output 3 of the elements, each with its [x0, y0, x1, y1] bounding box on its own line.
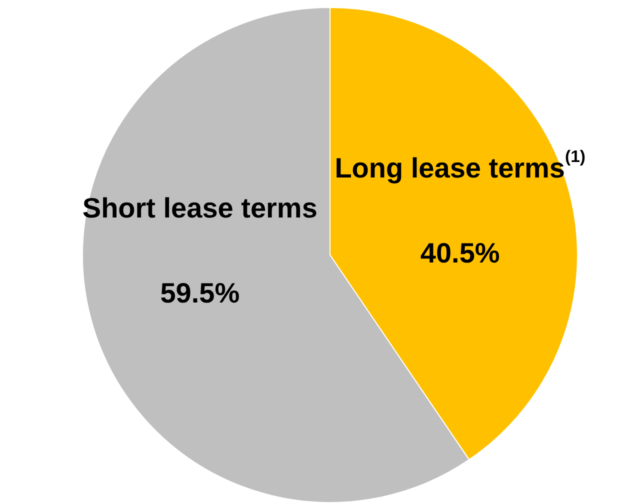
- data-label: 40.5%: [420, 238, 500, 269]
- slice-label: Short lease terms: [82, 192, 318, 224]
- data-label: 59.5%: [160, 278, 240, 309]
